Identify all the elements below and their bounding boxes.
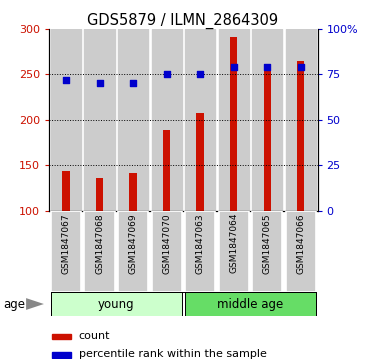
Bar (185, 211, 215, 292)
Bar (286, 211, 316, 292)
Point (97, 81, 103, 86)
Bar (118, 211, 148, 292)
Text: count: count (79, 331, 110, 341)
Point (264, 64, 270, 70)
Text: GSM1847068: GSM1847068 (95, 213, 104, 274)
Bar (151, 211, 182, 292)
Bar (84, 211, 115, 292)
Text: GDS5879 / ILMN_2864309: GDS5879 / ILMN_2864309 (87, 13, 278, 29)
Bar (286, 29, 316, 211)
Bar (52, 334, 71, 339)
Bar (51, 29, 81, 211)
Text: age: age (4, 298, 26, 310)
Bar (252, 29, 283, 211)
Point (164, 72, 170, 77)
Text: GSM1847069: GSM1847069 (128, 213, 138, 274)
Text: GSM1847065: GSM1847065 (263, 213, 272, 274)
Point (197, 72, 203, 77)
Text: GSM1847070: GSM1847070 (162, 213, 171, 274)
Point (130, 81, 136, 86)
Bar (185, 292, 316, 316)
Bar (51, 292, 182, 316)
Bar (118, 29, 148, 211)
Bar (52, 352, 71, 358)
Bar (252, 211, 283, 292)
Bar (130, 173, 137, 211)
Bar (151, 29, 182, 211)
Text: GSM1847067: GSM1847067 (62, 213, 70, 274)
Bar (96, 178, 103, 211)
Bar (219, 211, 249, 292)
Bar (62, 171, 70, 211)
Bar (196, 113, 204, 211)
Point (298, 64, 304, 70)
Point (231, 64, 237, 70)
Bar (219, 29, 249, 211)
Bar (163, 130, 170, 211)
Bar (230, 37, 237, 211)
Point (63, 77, 69, 83)
Polygon shape (26, 298, 44, 310)
Bar (51, 211, 81, 292)
Bar (84, 29, 115, 211)
Text: middle age: middle age (217, 298, 284, 310)
Text: young: young (98, 298, 135, 310)
Text: GSM1847066: GSM1847066 (296, 213, 305, 274)
Bar (264, 66, 271, 211)
Bar (297, 61, 304, 211)
Text: GSM1847064: GSM1847064 (229, 213, 238, 273)
Text: GSM1847063: GSM1847063 (196, 213, 205, 274)
Text: percentile rank within the sample: percentile rank within the sample (79, 349, 267, 359)
Bar (185, 29, 215, 211)
